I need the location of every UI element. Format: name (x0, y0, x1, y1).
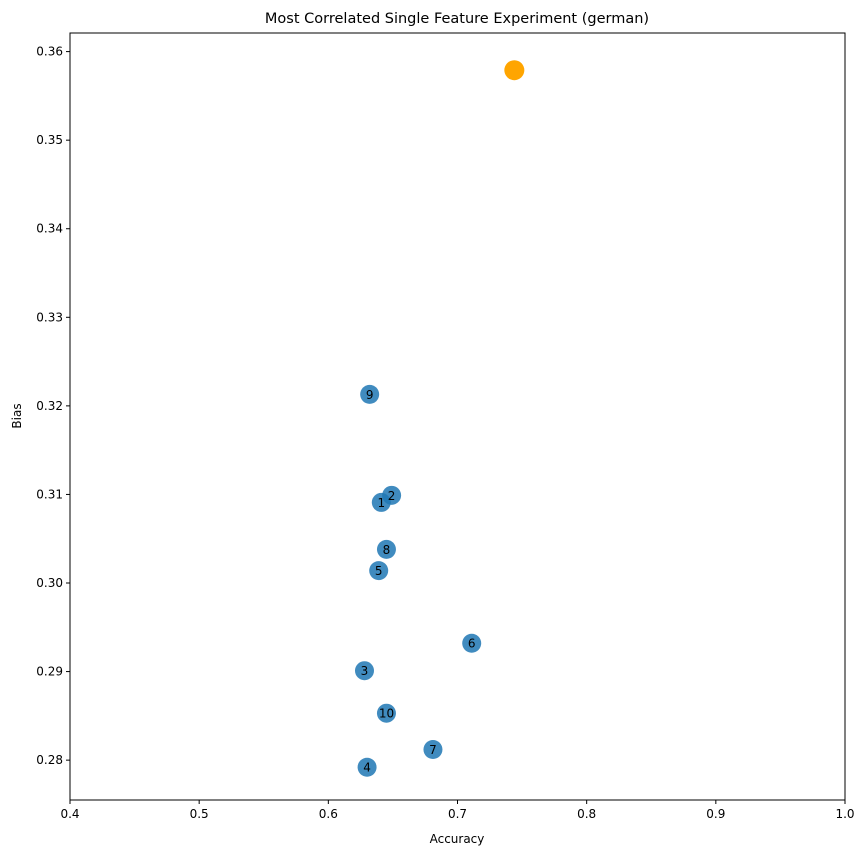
data-points: 12 3 4 5 6 7 8 9 10 (355, 60, 525, 777)
y-tick-label: 0.29 (36, 665, 63, 679)
data-point (462, 633, 482, 653)
x-tick-label: 0.5 (190, 807, 209, 821)
data-point (423, 740, 443, 760)
point-label: 5 (375, 564, 383, 578)
x-tick-label: 0.6 (319, 807, 338, 821)
y-tick-label: 0.35 (36, 133, 63, 147)
data-point (357, 757, 377, 777)
x-tick-label: 0.8 (577, 807, 596, 821)
y-tick-label: 0.30 (36, 576, 63, 590)
x-tick-label: 0.9 (706, 807, 725, 821)
point-label: 9 (366, 388, 374, 402)
x-axis: 0.4 0.5 0.6 0.7 0.8 0.9 1.0 (60, 800, 855, 821)
data-point (369, 561, 389, 581)
point-label: 1 (377, 496, 385, 510)
x-axis-title: Accuracy (430, 832, 485, 846)
point-label: 6 (468, 637, 476, 651)
point-label: 2 (388, 489, 396, 503)
data-point (376, 703, 396, 723)
y-tick-label: 0.32 (36, 399, 63, 413)
y-tick-label: 0.36 (36, 45, 63, 59)
y-axis-title: Bias (10, 403, 24, 428)
data-point (360, 384, 380, 404)
point-label: 7 (429, 743, 437, 757)
y-tick-label: 0.31 (36, 487, 63, 501)
point-label: 8 (383, 543, 391, 557)
y-axis: 0.28 0.29 0.30 0.31 0.32 0.33 0.34 0.35 0.36 (36, 45, 70, 767)
point-label: 10 (379, 707, 394, 721)
highlight-point (504, 60, 525, 81)
x-tick-label: 1.0 (835, 807, 854, 821)
x-tick-label: 0.7 (448, 807, 467, 821)
point-label: 3 (361, 664, 369, 678)
x-tick-label: 0.4 (60, 807, 79, 821)
y-tick-label: 0.33 (36, 310, 63, 324)
point-label: 4 (363, 761, 371, 775)
data-point (376, 539, 396, 559)
chart-title: Most Correlated Single Feature Experimen… (265, 11, 649, 27)
data-point (355, 661, 374, 681)
y-tick-label: 0.34 (36, 222, 63, 236)
data-point (382, 485, 402, 505)
y-tick-label: 0.28 (36, 753, 63, 767)
plot-area (69, 32, 846, 801)
